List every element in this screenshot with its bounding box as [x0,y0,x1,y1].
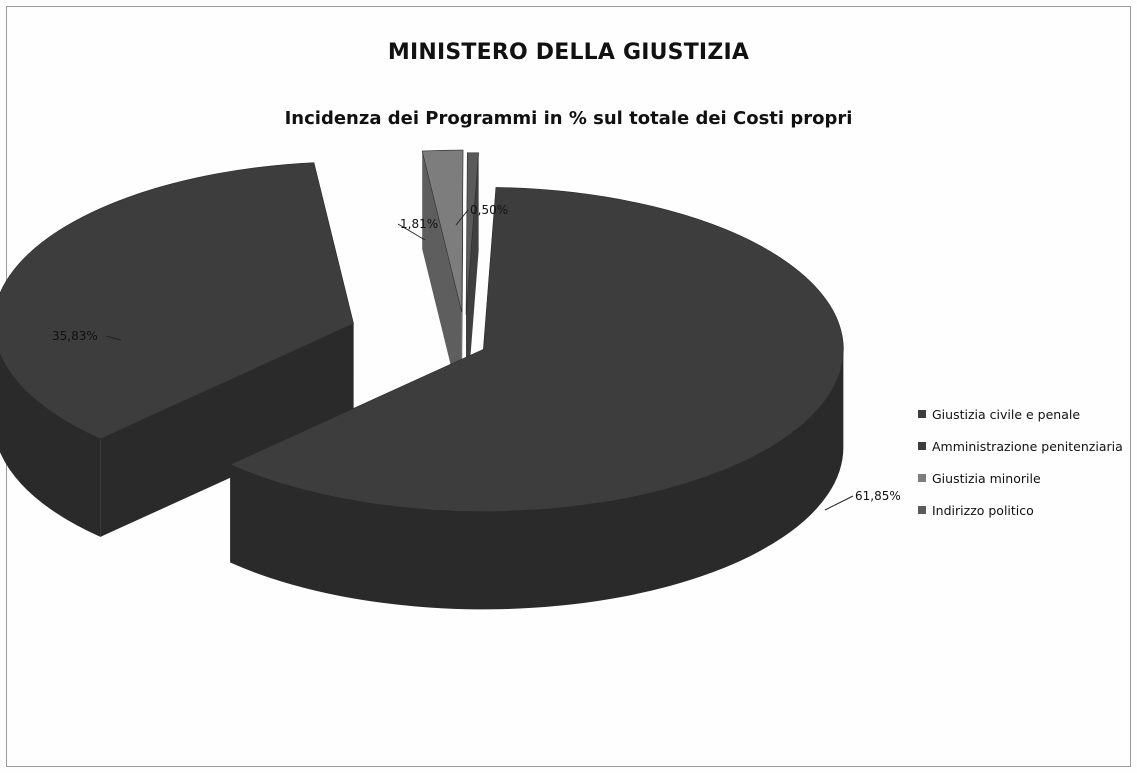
data-label-giustizia-minorile: 1,81% [400,217,438,231]
data-label-giustizia-civile-e-penale: 61,85% [855,489,901,503]
legend-label: Amministrazione penitenziaria [932,439,1123,454]
data-label-amministrazione-penitenziaria: 35,83% [52,329,98,343]
legend-label: Giustizia minorile [932,471,1041,486]
legend-label: Giustizia civile e penale [932,407,1080,422]
legend-label: Indirizzo politico [932,503,1034,518]
legend-swatch [918,474,926,482]
chart-legend: Giustizia civile e penale Amministrazione… [918,398,1123,526]
data-label-indirizzo-politico: 0,50% [470,203,508,217]
legend-item-indirizzo-politico: Indirizzo politico [918,494,1123,526]
legend-swatch [918,506,926,514]
legend-item-giustizia-minorile: Giustizia minorile [918,462,1123,494]
leader-line-giustizia-civile-e-penale [825,496,853,510]
legend-item-giustizia-civile-e-penale: Giustizia civile e penale [918,398,1123,430]
legend-swatch [918,410,926,418]
legend-swatch [918,442,926,450]
legend-item-amministrazione-penitenziaria: Amministrazione penitenziaria [918,430,1123,462]
